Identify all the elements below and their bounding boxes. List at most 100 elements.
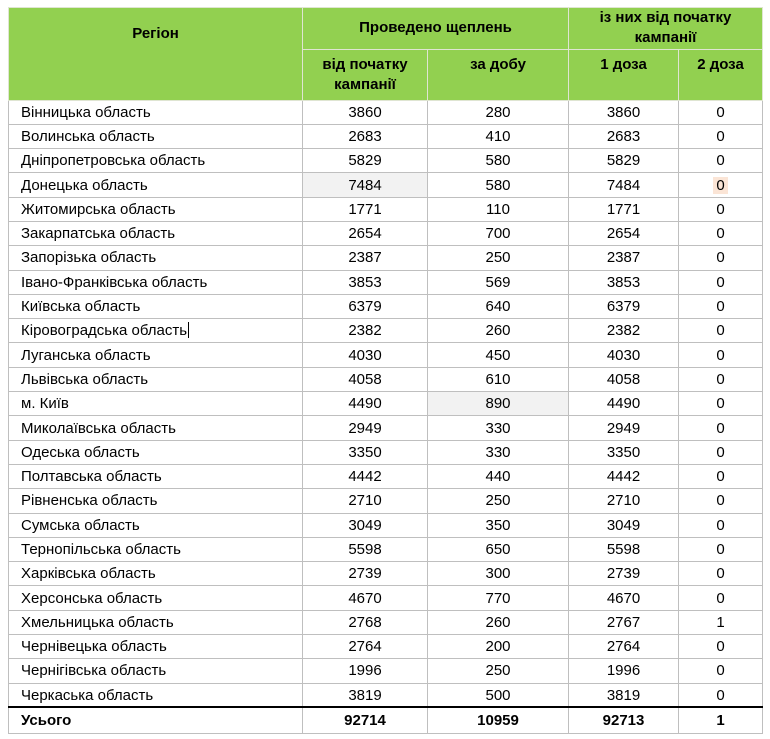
cell-total-since-start[interactable]: 2654 bbox=[302, 220, 428, 247]
cell-total-since-start[interactable]: 2387 bbox=[302, 245, 428, 271]
cell-region[interactable]: Чернівецька область bbox=[8, 634, 303, 660]
cell-dose1[interactable]: 2683 bbox=[568, 123, 679, 150]
cell-total-since-start[interactable]: 5598 bbox=[302, 536, 428, 563]
cell-daily[interactable]: 110 bbox=[427, 196, 569, 222]
cell-region[interactable]: Кіровоградська область bbox=[8, 318, 303, 344]
cell-daily[interactable]: 890 bbox=[427, 391, 569, 417]
header-region[interactable]: Регіон bbox=[8, 7, 303, 101]
cell-dose2[interactable]: 0 bbox=[678, 391, 763, 417]
cell-daily[interactable]: 350 bbox=[427, 512, 569, 538]
cell-daily[interactable]: 500 bbox=[427, 682, 569, 708]
cell-dose1[interactable]: 1771 bbox=[568, 196, 679, 222]
cell-dose2[interactable]: 0 bbox=[678, 123, 763, 150]
cell-region[interactable]: Рівненська область bbox=[8, 488, 303, 514]
cell-total-since-start[interactable]: 7484 bbox=[302, 172, 428, 198]
cell-region[interactable]: Житомирська область bbox=[8, 196, 303, 222]
cell-total-since-start[interactable]: 1771 bbox=[302, 196, 428, 222]
cell-total-since-start[interactable]: 3853 bbox=[302, 269, 428, 295]
cell-dose1[interactable]: 3350 bbox=[568, 439, 679, 465]
cell-dose2[interactable]: 0 bbox=[678, 366, 763, 393]
cell-dose2[interactable]: 0 bbox=[678, 634, 763, 660]
cell-dose1[interactable]: 4058 bbox=[568, 366, 679, 393]
cell-total-since-start[interactable]: 2768 bbox=[302, 609, 428, 636]
cell-region[interactable]: Луганська область bbox=[8, 342, 303, 368]
cell-region[interactable]: Херсонська область bbox=[8, 585, 303, 611]
cell-dose1[interactable]: 2382 bbox=[568, 318, 679, 344]
cell-region[interactable]: Одеська область bbox=[8, 439, 303, 465]
cell-total-since-start[interactable]: 4030 bbox=[302, 342, 428, 368]
cell-total-since-start[interactable]: 4442 bbox=[302, 463, 428, 490]
cell-daily[interactable]: 569 bbox=[427, 269, 569, 295]
cell-total-since-start[interactable]: 4490 bbox=[302, 391, 428, 417]
cell-region[interactable]: Дніпропетровська область bbox=[8, 148, 303, 174]
cell-region[interactable]: Волинська область bbox=[8, 123, 303, 150]
cell-dose2[interactable]: 0 bbox=[678, 488, 763, 514]
cell-dose2[interactable]: 0 bbox=[678, 561, 763, 587]
cell-region[interactable]: Київська область bbox=[8, 293, 303, 320]
cell-total-since-start[interactable]: 2382 bbox=[302, 318, 428, 344]
totals-dose1-cell[interactable]: 92713 bbox=[568, 706, 679, 734]
cell-dose2[interactable]: 0 bbox=[678, 536, 763, 563]
cell-dose1[interactable]: 4490 bbox=[568, 391, 679, 417]
cell-total-since-start[interactable]: 3350 bbox=[302, 439, 428, 465]
cell-dose2[interactable]: 0 bbox=[678, 293, 763, 320]
cell-daily[interactable]: 250 bbox=[427, 658, 569, 684]
cell-daily[interactable]: 700 bbox=[427, 220, 569, 247]
header-vaccinations-group[interactable]: Проведено щеплень bbox=[302, 7, 569, 50]
cell-dose1[interactable]: 2949 bbox=[568, 415, 679, 441]
cell-dose2[interactable]: 0 bbox=[678, 220, 763, 247]
cell-total-since-start[interactable]: 4670 bbox=[302, 585, 428, 611]
cell-total-since-start[interactable]: 5829 bbox=[302, 148, 428, 174]
cell-total-since-start[interactable]: 1996 bbox=[302, 658, 428, 684]
cell-dose1[interactable]: 6379 bbox=[568, 293, 679, 320]
cell-dose1[interactable]: 2654 bbox=[568, 220, 679, 247]
cell-region[interactable]: Сумська область bbox=[8, 512, 303, 538]
cell-dose1[interactable]: 3819 bbox=[568, 682, 679, 708]
cell-total-since-start[interactable]: 2949 bbox=[302, 415, 428, 441]
cell-dose1[interactable]: 7484 bbox=[568, 172, 679, 198]
header-dose1[interactable]: 1 доза bbox=[568, 48, 679, 101]
cell-total-since-start[interactable]: 4058 bbox=[302, 366, 428, 393]
cell-region[interactable]: Харківська область bbox=[8, 561, 303, 587]
cell-dose2[interactable]: 0 bbox=[678, 463, 763, 490]
cell-total-since-start[interactable]: 2764 bbox=[302, 634, 428, 660]
cell-daily[interactable]: 450 bbox=[427, 342, 569, 368]
cell-total-since-start[interactable]: 6379 bbox=[302, 293, 428, 320]
cell-region[interactable]: Хмельницька область bbox=[8, 609, 303, 636]
cell-dose1[interactable]: 2767 bbox=[568, 609, 679, 636]
cell-dose2[interactable]: 0 bbox=[678, 682, 763, 708]
cell-dose2[interactable]: 0 bbox=[678, 342, 763, 368]
cell-region[interactable]: Полтавська область bbox=[8, 463, 303, 490]
cell-region[interactable]: Львівська область bbox=[8, 366, 303, 393]
cell-region[interactable]: Чернігівська область bbox=[8, 658, 303, 684]
header-since-start[interactable]: від початку кампанії bbox=[302, 48, 428, 101]
cell-dose2[interactable]: 0 bbox=[678, 415, 763, 441]
cell-dose1[interactable]: 4030 bbox=[568, 342, 679, 368]
cell-dose1[interactable]: 2387 bbox=[568, 245, 679, 271]
cell-dose1[interactable]: 1996 bbox=[568, 658, 679, 684]
cell-region[interactable]: Вінницька область bbox=[8, 99, 303, 125]
cell-daily[interactable]: 280 bbox=[427, 99, 569, 125]
cell-daily[interactable]: 610 bbox=[427, 366, 569, 393]
cell-dose2[interactable]: 1 bbox=[678, 609, 763, 636]
cell-dose2[interactable]: 0 bbox=[678, 196, 763, 222]
cell-total-since-start[interactable]: 3860 bbox=[302, 99, 428, 125]
cell-dose1[interactable]: 2764 bbox=[568, 634, 679, 660]
cell-dose1[interactable]: 3049 bbox=[568, 512, 679, 538]
cell-dose1[interactable]: 2710 bbox=[568, 488, 679, 514]
cell-region[interactable]: Миколаївська область bbox=[8, 415, 303, 441]
totals-since-start-cell[interactable]: 92714 bbox=[302, 706, 428, 734]
totals-dose2-cell[interactable]: 1 bbox=[678, 706, 763, 734]
cell-daily[interactable]: 330 bbox=[427, 415, 569, 441]
cell-region[interactable]: Тернопільська область bbox=[8, 536, 303, 563]
cell-dose1[interactable]: 4442 bbox=[568, 463, 679, 490]
cell-dose1[interactable]: 2739 bbox=[568, 561, 679, 587]
cell-dose1[interactable]: 3853 bbox=[568, 269, 679, 295]
header-dose2[interactable]: 2 доза bbox=[678, 48, 763, 101]
cell-dose2[interactable]: 0 bbox=[678, 245, 763, 271]
cell-region[interactable]: Івано-Франківська область bbox=[8, 269, 303, 295]
cell-daily[interactable]: 260 bbox=[427, 318, 569, 344]
cell-region[interactable]: м. Київ bbox=[8, 391, 303, 417]
cell-dose2[interactable]: 0 bbox=[678, 269, 763, 295]
cell-daily[interactable]: 650 bbox=[427, 536, 569, 563]
